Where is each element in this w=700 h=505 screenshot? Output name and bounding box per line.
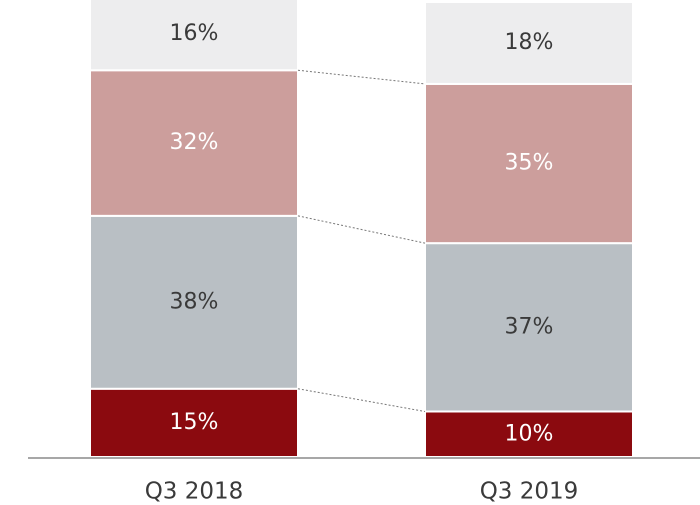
- value-label: 35%: [505, 151, 554, 176]
- bar-segment: [424, 242, 634, 413]
- connector-line: [297, 69, 426, 85]
- bar-segment: [89, 387, 299, 458]
- value-label: 18%: [505, 30, 554, 55]
- value-label: 37%: [505, 314, 554, 339]
- bar-segment: [424, 410, 634, 458]
- value-label: 10%: [505, 421, 554, 446]
- x-tick-label: Q3 2018: [145, 479, 244, 505]
- value-label: 38%: [170, 289, 219, 314]
- connector-line: [297, 388, 426, 412]
- value-label: 16%: [170, 21, 219, 46]
- bar-segment: [89, 0, 299, 72]
- x-tick-label: Q3 2019: [480, 479, 579, 505]
- connector-line: [297, 215, 426, 244]
- bar-segment: [89, 214, 299, 390]
- value-label: 32%: [170, 130, 219, 155]
- value-label: 15%: [170, 410, 219, 435]
- bar-segment: [424, 1, 634, 85]
- bar-segment: [424, 82, 634, 245]
